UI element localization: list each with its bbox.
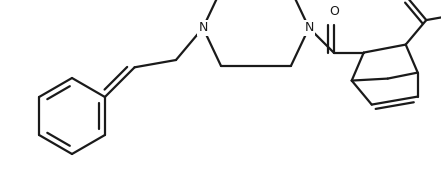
- Text: O: O: [329, 5, 339, 18]
- Text: N: N: [198, 21, 208, 34]
- Text: N: N: [304, 21, 314, 34]
